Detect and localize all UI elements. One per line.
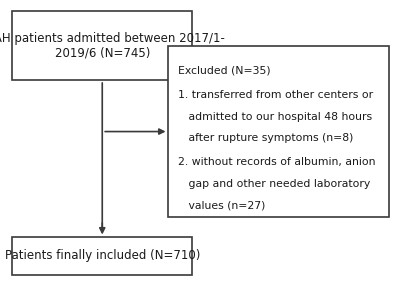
Text: 1. transferred from other centers or: 1. transferred from other centers or xyxy=(178,90,374,100)
Text: after rupture symptoms (n=8): after rupture symptoms (n=8) xyxy=(178,133,354,143)
Text: aSAH patients admitted between 2017/1-
2019/6 (N=745): aSAH patients admitted between 2017/1- 2… xyxy=(0,32,225,60)
Bar xyxy=(168,46,389,217)
Text: Excluded (N=35): Excluded (N=35) xyxy=(178,66,271,76)
Text: admitted to our hospital 48 hours: admitted to our hospital 48 hours xyxy=(178,112,373,122)
Text: values (n=27): values (n=27) xyxy=(178,200,266,210)
Bar xyxy=(12,11,192,80)
Bar xyxy=(12,237,192,275)
Text: Patients finally included (N=710): Patients finally included (N=710) xyxy=(4,249,200,263)
Text: gap and other needed laboratory: gap and other needed laboratory xyxy=(178,179,371,189)
Text: 2. without records of albumin, anion: 2. without records of albumin, anion xyxy=(178,157,376,167)
